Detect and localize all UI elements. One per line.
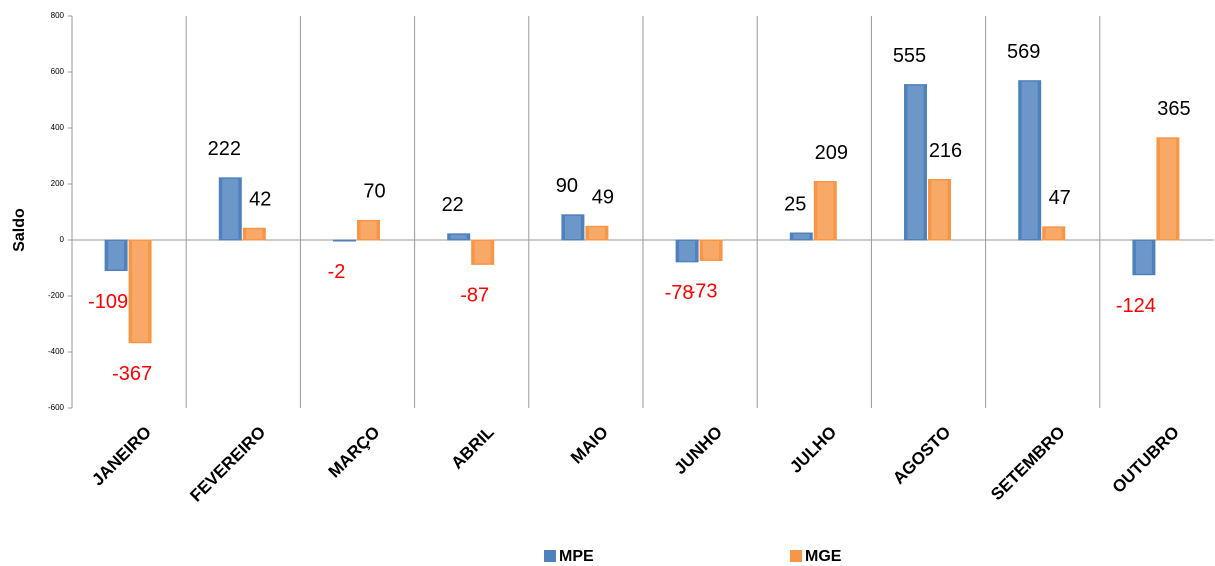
value-label: -73 [689,281,718,303]
bar-highlight [703,241,720,260]
bar [128,239,152,344]
value-label: 555 [893,45,926,67]
legend-swatch [790,550,802,562]
bar [104,239,128,272]
bar-highlight [360,221,377,239]
value-label: 42 [249,189,271,211]
x-tick-label: MARÇO [325,423,384,482]
value-label: -109 [88,291,128,313]
y-tick-label: -200 [48,291,65,300]
value-label: -367 [112,363,152,385]
bar-highlight [1159,138,1176,239]
value-label: 22 [442,194,464,216]
value-label: 90 [556,175,578,197]
bar [813,180,837,241]
value-label: 49 [592,187,614,209]
value-label: 216 [929,140,962,162]
bar-highlight [1135,241,1152,274]
bar [1018,80,1042,241]
bar [471,239,495,265]
bar-highlight [931,180,948,239]
bar-highlight [1045,227,1062,239]
legend-label: MPE [559,548,594,565]
y-tick-label: 200 [51,179,65,188]
x-tick-label: SETEMBRO [987,423,1069,505]
bar-highlight [132,241,149,342]
x-tick-label: OUTUBRO [1109,423,1183,497]
bar [242,227,266,241]
y-tick-label: 0 [60,235,65,244]
bar-highlight [588,227,605,239]
x-tick-label: JULHO [786,423,840,477]
value-label: 25 [784,193,806,215]
bar-highlight [793,234,810,239]
bar-highlight [817,182,834,239]
value-label: 70 [363,181,385,203]
y-tick-label: 600 [51,67,65,76]
bar-highlight [1021,81,1038,240]
x-tick-label: JUNHO [671,423,727,479]
bar-highlight [564,215,581,239]
bar [699,239,723,261]
x-tick-label: AGOSTO [889,423,954,488]
x-tick-label: ABRIL [448,423,498,473]
bar-highlight [679,241,696,261]
value-label: -124 [1116,295,1156,317]
y-tick-label: 400 [51,123,65,132]
value-label: 209 [815,142,848,164]
value-label: -78 [665,282,694,304]
bar [904,84,927,241]
bar [1132,239,1156,276]
bar [1042,226,1066,241]
value-label: -2 [328,261,346,283]
bar-highlight [907,85,924,239]
bar [447,233,471,241]
bar [561,214,585,241]
y-tick-label: -600 [48,403,65,412]
value-label: 222 [208,138,241,160]
bar [333,239,356,242]
y-axis-title: Saldo [11,208,28,252]
legend-swatch [544,550,556,562]
bar [218,177,242,241]
value-label: -87 [460,285,489,307]
bar-highlight [108,241,125,270]
y-tick-label: 800 [51,11,65,20]
x-tick-label: FEVEREIRO [186,423,269,506]
y-tick-label: -400 [48,347,65,356]
x-tick-label: JANEIRO [88,423,155,490]
bar-highlight [246,229,263,239]
bar-highlight [474,241,491,264]
bar-highlight [450,234,467,239]
bar [675,239,699,263]
bar [928,179,951,241]
value-label: 365 [1157,98,1190,120]
bar [1156,137,1180,241]
bar [585,225,609,241]
bar-highlight [222,178,239,239]
bar [357,219,380,241]
legend-label: MGE [805,548,842,565]
value-label: 47 [1049,187,1071,209]
x-tick-label: MAIO [567,423,612,468]
value-label: 569 [1007,41,1040,63]
bar [789,232,813,241]
